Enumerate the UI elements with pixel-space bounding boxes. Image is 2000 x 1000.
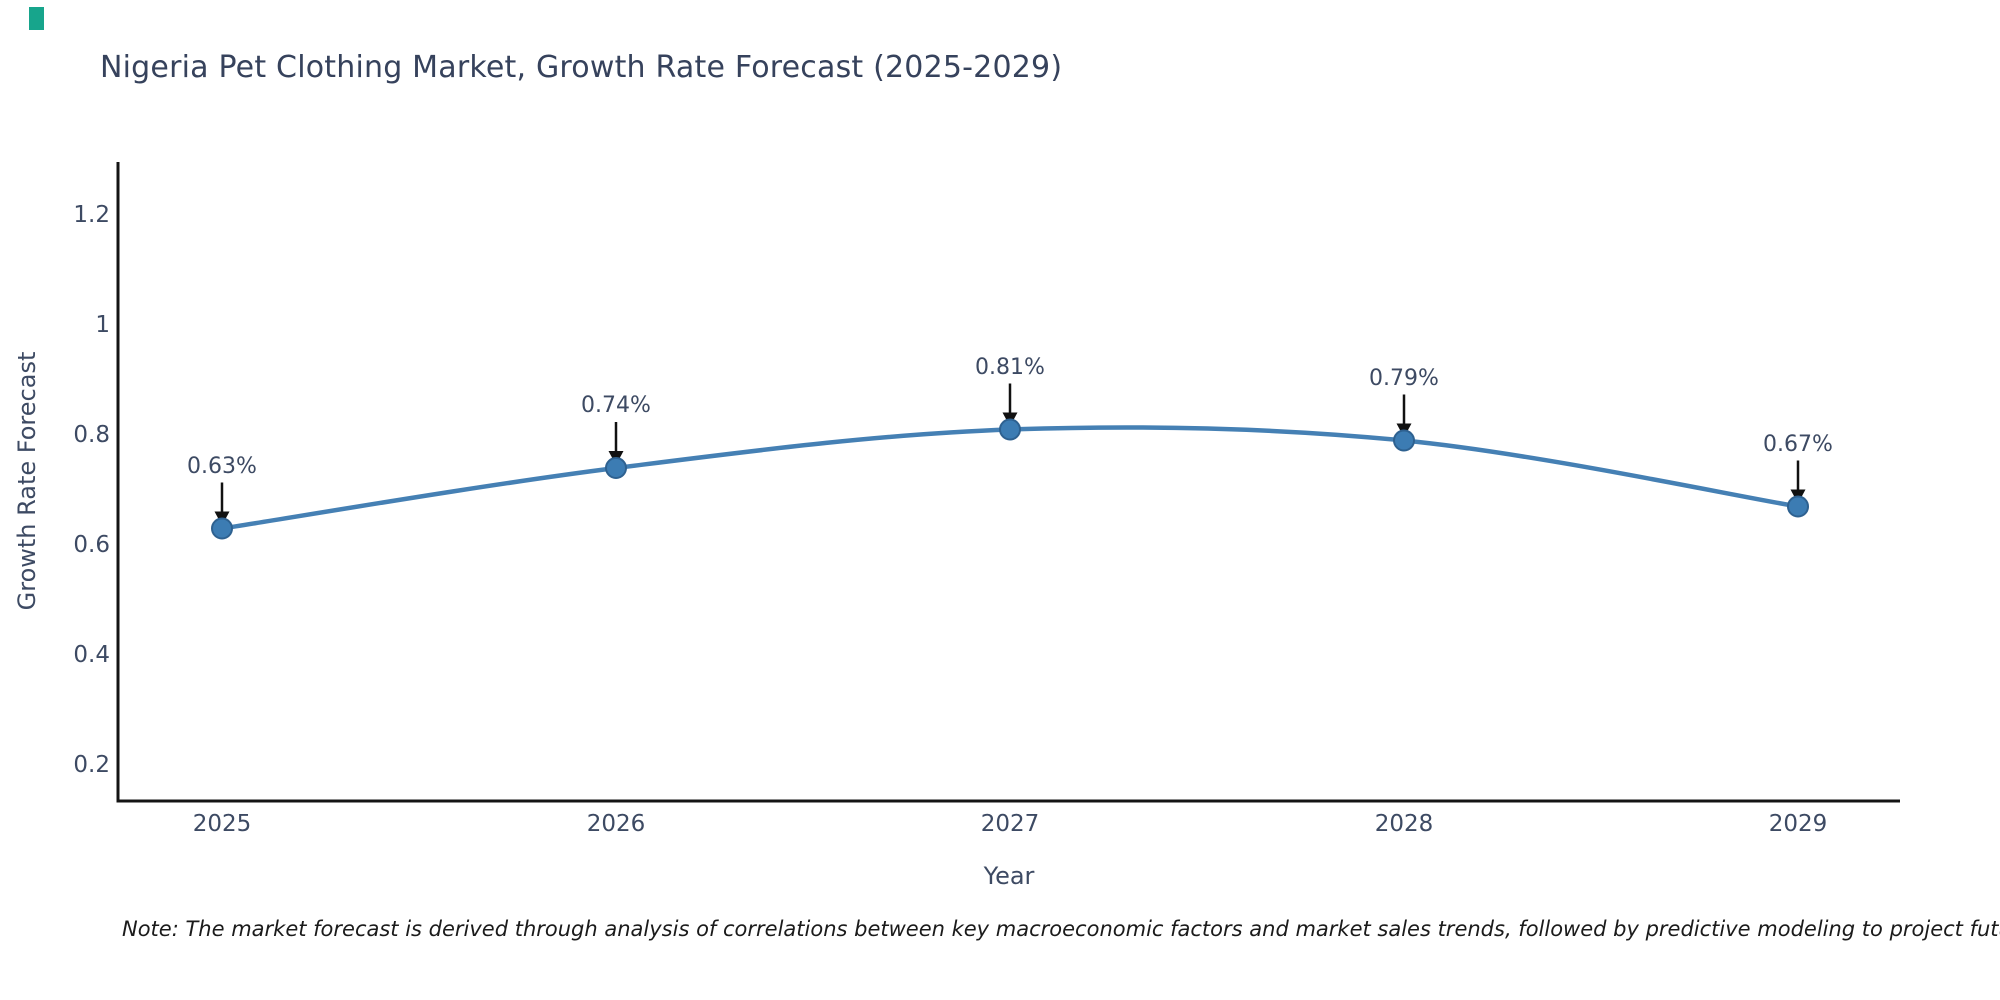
y-tick-label: 0.2 <box>73 752 110 778</box>
data-point-marker <box>1393 429 1415 452</box>
data-point-marker <box>999 418 1021 441</box>
axis-spines <box>116 162 1900 803</box>
data-point-label: 0.79% <box>1369 365 1439 391</box>
x-tick-label: 2029 <box>1768 811 1828 837</box>
accent-mark <box>29 7 44 30</box>
y-tick-label: 0.8 <box>73 422 110 448</box>
data-point-label: 0.67% <box>1763 431 1833 457</box>
x-tick-label: 2026 <box>586 811 646 837</box>
chart-title: Nigeria Pet Clothing Market, Growth Rate… <box>100 50 1063 85</box>
data-point-label: 0.81% <box>975 354 1045 380</box>
y-tick-label: 1 <box>95 312 110 338</box>
x-tick-label: 2025 <box>192 811 252 837</box>
data-point-marker <box>605 457 627 479</box>
footnote-text: Note: The market forecast is derived thr… <box>122 917 2000 941</box>
x-tick-label: 2027 <box>980 811 1040 837</box>
y-tick-label: 0.6 <box>73 532 110 558</box>
y-axis-title: Growth Rate Forecast <box>13 351 41 611</box>
y-tick-label: 1.2 <box>73 202 110 228</box>
data-point-marker <box>211 517 233 540</box>
x-axis-title: Year <box>983 862 1035 890</box>
forecast-line <box>219 425 1801 531</box>
data-point-label: 0.74% <box>581 393 651 418</box>
y-tick-label: 0.4 <box>73 642 110 668</box>
x-tick-label: 2028 <box>1374 811 1434 837</box>
data-point-label: 0.63% <box>187 453 257 479</box>
data-point-marker <box>1787 495 1809 518</box>
